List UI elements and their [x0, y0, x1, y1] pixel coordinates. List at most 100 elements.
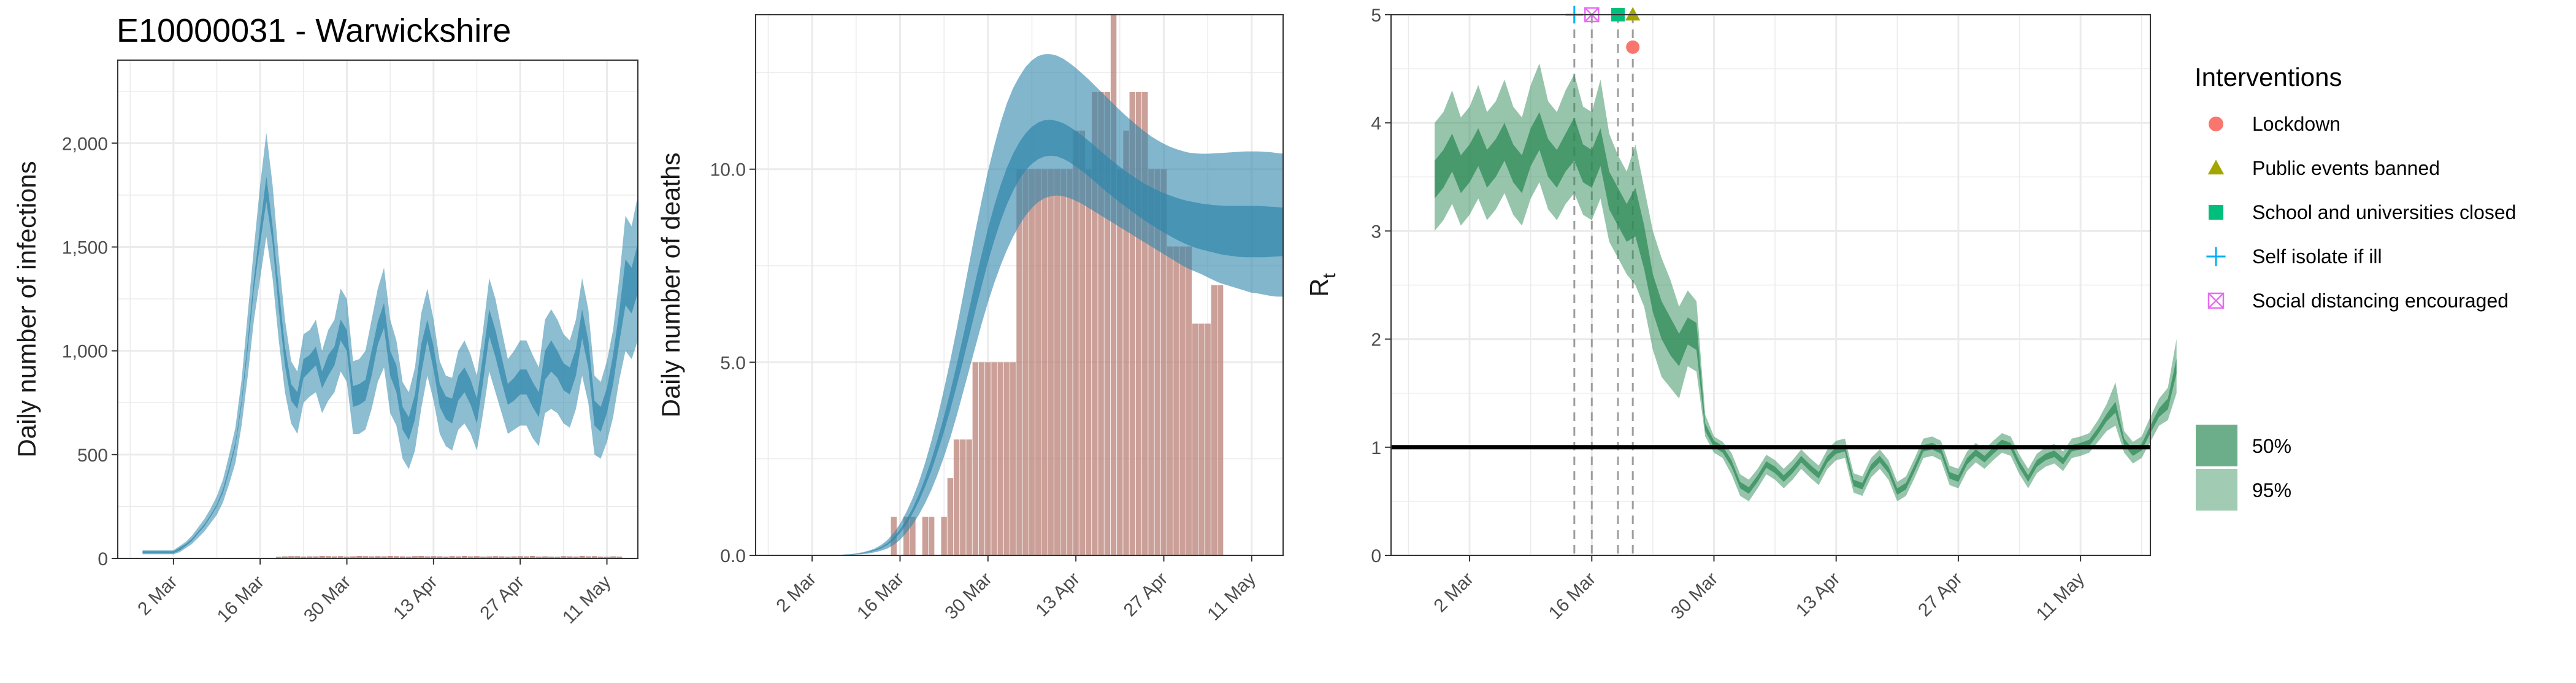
observed-bar [449, 556, 455, 558]
deaths-bar [1010, 362, 1016, 555]
observed-bar [561, 556, 567, 558]
y-axis-label: Rt [1305, 273, 1340, 297]
observed-bar [548, 556, 554, 558]
deaths-bar [1186, 246, 1192, 555]
deaths-bar [960, 439, 966, 555]
y-tick-label: 0 [98, 549, 108, 569]
y-tick-label: 5 [1371, 6, 1381, 26]
deaths-bar [910, 517, 916, 555]
deaths-bar [1135, 91, 1142, 555]
x-tick-label: 11 May [559, 572, 615, 628]
legend-label: Self isolate if ill [2252, 245, 2382, 268]
observed-bar [610, 556, 616, 558]
observed-bar [325, 556, 331, 558]
deaths-bar [991, 362, 997, 555]
deaths-bar [947, 478, 954, 555]
observed-bar [412, 556, 418, 558]
observed-bar [597, 556, 604, 558]
observed-bar [362, 556, 369, 558]
observed-bar [337, 556, 343, 558]
observed-bar [369, 556, 375, 558]
x-tick-label: 2 Mar [134, 572, 182, 620]
deaths-bar [1117, 169, 1123, 555]
legend-key-circle [2209, 117, 2223, 131]
deaths-bar [1016, 169, 1022, 555]
infections-panel: 2 Mar 16 Mar 30 Mar 13 Apr 27 Apr 11 May 0 500 1… [12, 60, 638, 628]
deaths-bar [1167, 246, 1173, 555]
observed-bar [567, 556, 573, 558]
x-tick-label: 2 Mar [1430, 569, 1478, 617]
x-tick-label: 30 Mar [1667, 569, 1722, 623]
observed-bar [313, 556, 319, 558]
observed-bar [591, 556, 597, 558]
legend-label: Social distancing encouraged [2252, 290, 2509, 312]
deaths-bar [1179, 246, 1186, 555]
x-tick-label: 16 Mar [213, 572, 268, 627]
x-tick-label: 2 Mar [773, 569, 821, 617]
deaths-bar [1022, 169, 1029, 555]
legend-key-boxcross-d2 [2208, 293, 2224, 309]
observed-bar [294, 556, 301, 558]
observed-bar [461, 555, 467, 558]
deaths-bar [1192, 323, 1198, 555]
observed-bar [301, 556, 307, 558]
observed-bar [499, 556, 505, 558]
observed-bar [616, 556, 623, 558]
legend-ci-label: 95% [2252, 479, 2291, 501]
legend-label: School and universities closed [2252, 201, 2516, 223]
deaths-bar [1217, 285, 1224, 555]
deaths-bar [1142, 91, 1148, 555]
legend-ci-label: 50% [2252, 435, 2291, 457]
observed-bar [331, 556, 337, 558]
intervention-marker-circle [1626, 40, 1640, 54]
observed-bar [393, 556, 399, 558]
x-tick-label: 30 Mar [941, 569, 995, 623]
deaths-bar [1160, 169, 1167, 555]
observed-bar [443, 556, 449, 558]
observed-bar [418, 555, 424, 558]
observed-bar [387, 555, 393, 558]
observed-bar [579, 555, 585, 558]
deaths-bar [1079, 130, 1086, 556]
legend: Interventions Lockdown Public events bann… [2195, 63, 2516, 512]
deaths-bar [928, 517, 935, 555]
y-tick-label: 4 [1371, 114, 1381, 134]
observed-bar [437, 556, 443, 558]
deaths-bar [1048, 169, 1054, 555]
observed-bar [282, 556, 288, 558]
x-tick-label: 16 Mar [1545, 569, 1600, 623]
legend-interventions: Lockdown Public events banned School and u… [2206, 113, 2516, 312]
deaths-bar [1148, 169, 1154, 555]
deaths-bar [1060, 169, 1067, 555]
deaths-bar [953, 439, 960, 555]
legend-label: Lockdown [2252, 113, 2340, 135]
infections-band-95 [142, 133, 638, 555]
deaths-bar [1067, 169, 1073, 555]
panel-border [755, 14, 1284, 556]
observed-bar [604, 557, 610, 558]
x-tick-label: 11 May [1203, 569, 1259, 625]
y-tick-label: 3 [1371, 222, 1381, 242]
deaths-bar [922, 517, 929, 555]
x-tick-label: 30 Mar [300, 572, 355, 627]
deaths-bar [1098, 91, 1104, 555]
deaths-bar [978, 362, 985, 555]
deaths-bar [1092, 91, 1098, 555]
x-tick-label: 27 Apr [1120, 569, 1172, 621]
y-tick-label: 0 [1371, 546, 1381, 566]
y-tick-label: 2,000 [62, 134, 108, 154]
deaths-bar [985, 362, 991, 555]
y-tick-label: 0.0 [720, 546, 746, 566]
deaths-bar [1123, 130, 1129, 556]
deaths-bar [941, 517, 947, 555]
observed-bar [375, 556, 381, 558]
observed-bar [554, 557, 561, 558]
x-tick-label: 13 Apr [1032, 569, 1084, 621]
deaths-panel: 2 Mar 16 Mar 30 Mar 13 Apr 27 Apr 11 May 0.0 5.… [656, 14, 1284, 625]
observed-bar [517, 556, 523, 558]
x-tick-label: 16 Mar [853, 569, 908, 623]
legend-key-square [2209, 205, 2223, 220]
observed-bar [505, 556, 511, 558]
deaths-bar [1054, 169, 1060, 555]
x-tick-label: 13 Apr [1792, 569, 1844, 621]
